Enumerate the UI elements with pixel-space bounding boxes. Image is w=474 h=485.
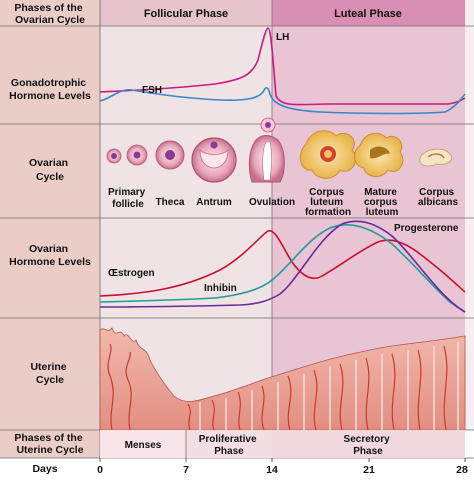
row-label-phases-ovarian: Phases of the Ovarian Cycle xyxy=(14,2,85,26)
theca-label: Theca xyxy=(156,197,185,208)
secondary-follicle-stage xyxy=(126,144,148,166)
corpus-luteum-formation-stage xyxy=(299,130,357,179)
antrum-label: Antrum xyxy=(196,197,232,208)
row-label-gonadotrophic: Gonadotrophic Hormone Levels xyxy=(9,77,91,102)
luteal-header-band xyxy=(272,0,465,26)
day-tick-28: 28 xyxy=(456,464,468,476)
progesterone-label: Progesterone xyxy=(394,223,459,234)
follicular-phase-label: Follicular Phase xyxy=(144,8,228,20)
menses-label: Menses xyxy=(125,440,162,451)
follicular-header-band xyxy=(100,0,272,26)
row-label-days: Days xyxy=(32,463,57,475)
day-ticks xyxy=(99,458,466,462)
day-tick-14: 14 xyxy=(266,464,278,476)
theca-stage xyxy=(155,140,185,170)
progesterone-teal-curve xyxy=(99,224,466,313)
right-margin xyxy=(465,0,474,430)
primary-follicle-label: Primary follicle xyxy=(108,187,148,210)
row-label-column xyxy=(0,0,100,458)
fsh-label: FSH xyxy=(142,85,162,96)
row-label-phases-uterine: Phases of the Uterine Cycle xyxy=(14,432,85,456)
lh-label: LH xyxy=(276,32,289,43)
proliferative-label: Proliferative Phase xyxy=(199,434,260,457)
corpus-albicans-stage xyxy=(419,148,453,167)
oestrogen-label: Œstrogen xyxy=(108,268,155,279)
mature-corpus-luteum-stage xyxy=(354,132,404,177)
day-tick-7: 7 xyxy=(183,464,189,476)
secretory-label: Secretory Phase xyxy=(344,434,393,457)
row-label-ovarian-hormone: Ovarian Hormone Levels xyxy=(9,243,91,268)
corpus-luteum-formation-label: Corpus luteum formation xyxy=(305,187,351,218)
corpus-albicans-label: Corpus albicans xyxy=(418,187,458,208)
progesterone-purple-curve xyxy=(99,220,466,313)
day-tick-0: 0 xyxy=(97,464,103,476)
luteal-phase-label: Luteal Phase xyxy=(334,8,402,20)
ovulation-label: Ovulation xyxy=(249,197,295,208)
row-label-ovarian-cycle: Ovarian Cycle xyxy=(29,157,71,183)
primary-follicle-stage xyxy=(106,148,122,164)
secretory-band xyxy=(272,430,465,458)
ovulation-stage xyxy=(248,117,285,183)
proliferative-band xyxy=(186,430,272,458)
antrum-stage xyxy=(191,137,237,183)
inhibin-label: Inhibin xyxy=(204,283,237,294)
day-tick-21: 21 xyxy=(363,464,375,476)
endometrium-illustration xyxy=(99,327,466,431)
oestrogen-curve xyxy=(99,230,466,297)
menses-band xyxy=(100,430,186,458)
lh-curve xyxy=(99,27,466,106)
fsh-curve xyxy=(99,86,466,115)
mature-corpus-luteum-label: Mature corpus luteum xyxy=(364,187,400,218)
row-label-uterine-cycle: Uterine Cycle xyxy=(30,361,69,386)
